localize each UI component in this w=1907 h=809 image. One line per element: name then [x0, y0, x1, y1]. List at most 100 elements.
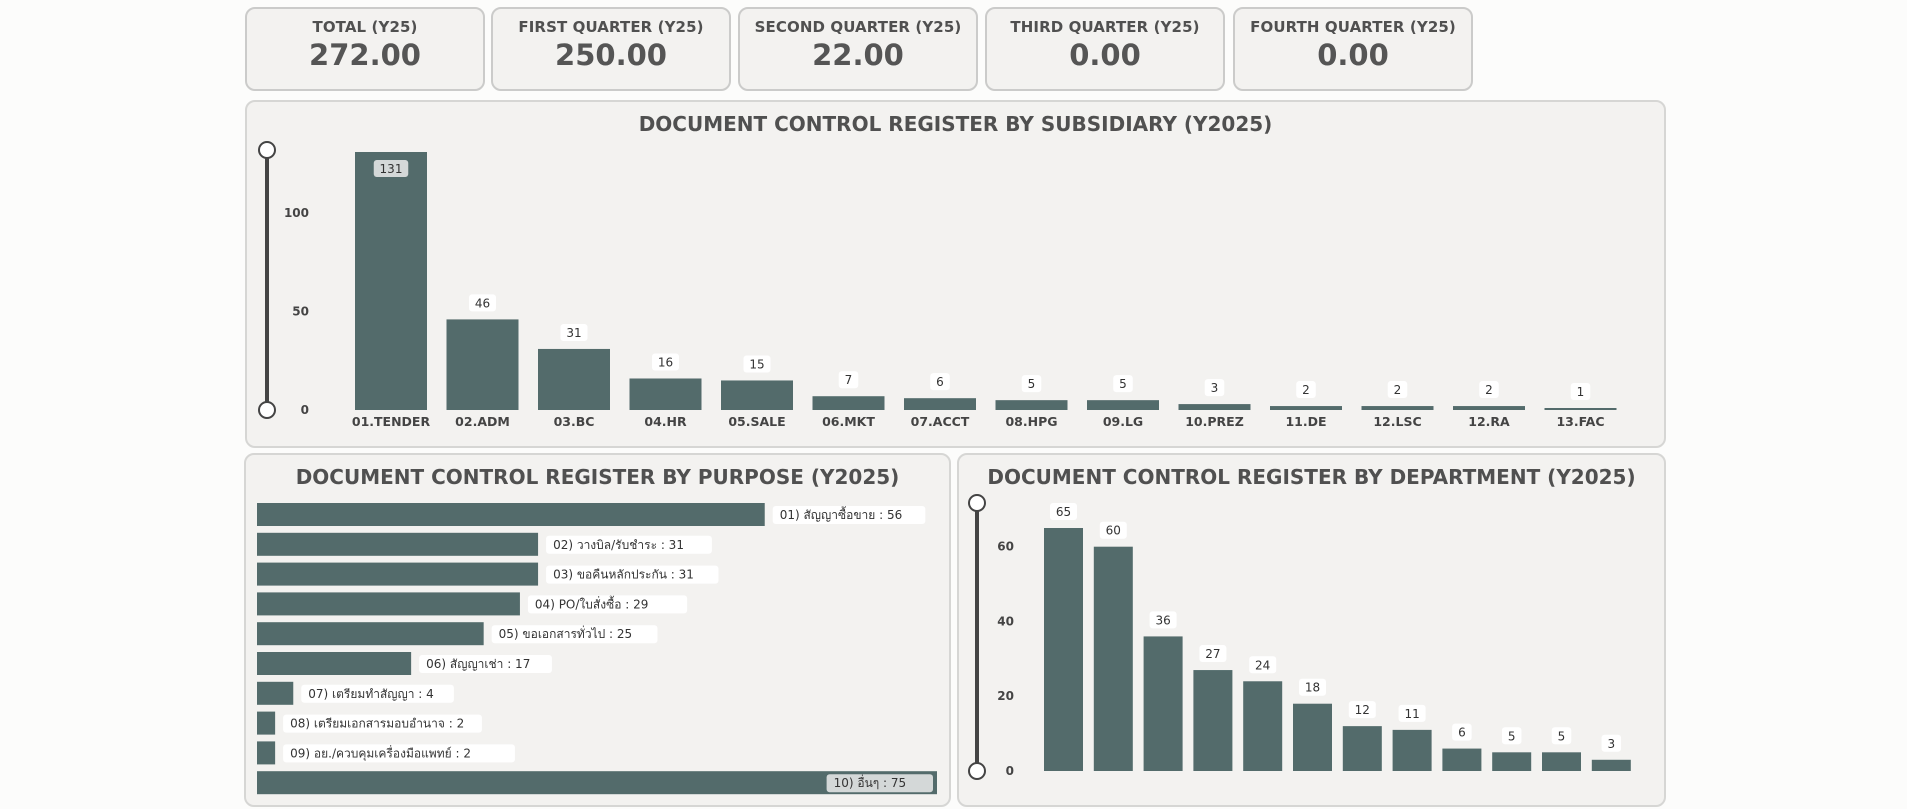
data-label: 5	[1028, 377, 1036, 391]
data-label: 02) วางบิล/รับชำระ : 31	[553, 538, 684, 552]
data-label: 60	[1106, 524, 1121, 538]
bar	[1542, 752, 1581, 771]
data-label: 7	[845, 373, 853, 387]
data-label-bg	[1348, 701, 1376, 719]
data-label-bg	[838, 371, 859, 389]
kpi-fourth-quarter: FOURTH QUARTER (Y25) 0.00	[1233, 7, 1473, 91]
data-label: 65	[1056, 505, 1071, 519]
bar	[1243, 681, 1283, 771]
slider-handle-top[interactable]	[258, 141, 276, 159]
data-label: 5	[1558, 729, 1566, 743]
bar	[446, 319, 519, 410]
x-tick-label: 06.MKT	[822, 414, 875, 429]
x-tick-label: 12.RA	[1468, 414, 1510, 429]
bar	[257, 503, 765, 526]
data-label-bg	[743, 355, 771, 373]
data-label-bg	[1296, 381, 1316, 399]
kpi-second-quarter: SECOND QUARTER (Y25) 22.00	[738, 7, 978, 91]
kpi-third-quarter: THIRD QUARTER (Y25) 0.00	[985, 7, 1225, 91]
y-tick-label: 60	[997, 540, 1014, 554]
data-label: 04) PO/ใบสั่งซื้อ : 29	[535, 595, 648, 611]
y-tick-label: 0	[1006, 764, 1014, 778]
x-tick-label: 10.PREZ	[1185, 414, 1244, 429]
slider-handle-top[interactable]	[968, 494, 986, 512]
data-label-bg	[560, 323, 588, 341]
data-label-bg	[1021, 375, 1042, 393]
data-label-bg	[1501, 727, 1522, 745]
data-label: 5	[1508, 729, 1516, 743]
y-tick-label: 20	[997, 689, 1014, 703]
x-tick-label: 08.HPG	[1005, 414, 1057, 429]
bar	[1143, 636, 1183, 771]
data-label: 2	[1485, 383, 1493, 397]
kpi-label: THIRD QUARTER (Y25)	[1010, 18, 1200, 36]
x-tick-label: 03.BC	[554, 414, 595, 429]
data-label-bg	[1149, 611, 1177, 629]
data-label-bg	[1099, 521, 1127, 539]
bar	[1093, 546, 1133, 771]
subsidiary-chart-panel: DOCUMENT CONTROL REGISTER BY SUBSIDIARY …	[245, 100, 1666, 448]
purpose-bar-chart: 01) สัญญาซื้อขาย : 56 02) วางบิล/รับชำระ …	[257, 503, 937, 795]
data-label: 09) อย./ควบคุมเครื่องมือแพทย์ : 2	[290, 744, 471, 761]
data-label-bg	[1452, 723, 1472, 741]
x-tick-label: 07.ACCT	[911, 414, 970, 429]
bar	[1293, 703, 1332, 771]
data-label-bg	[1050, 503, 1077, 520]
bar	[257, 562, 539, 586]
data-label: 06) สัญญาเช่า : 17	[426, 657, 530, 671]
data-label-bg	[1299, 678, 1326, 696]
data-label-bg	[1601, 734, 1622, 752]
data-label-bg	[301, 684, 454, 703]
data-label: 6	[936, 375, 944, 389]
bar	[257, 711, 276, 735]
bar	[538, 348, 610, 410]
data-label: 3	[1607, 737, 1615, 751]
x-tick-label: 04.HR	[644, 414, 687, 429]
data-label-bg	[419, 655, 552, 673]
data-label: 12	[1355, 703, 1370, 717]
data-label-bg	[826, 774, 933, 793]
data-label-bg	[1398, 704, 1426, 722]
data-label: 131	[380, 162, 403, 176]
data-label-bg	[1113, 375, 1133, 393]
purpose-chart-panel: DOCUMENT CONTROL REGISTER BY PURPOSE (Y2…	[244, 453, 951, 807]
data-label: 08) เตรียมเอกสารมอบอำนาจ : 2	[290, 717, 464, 731]
x-tick-label: 11.DE	[1285, 414, 1326, 429]
bar	[1442, 748, 1482, 771]
data-label: 10) อื่นๆ : 75	[834, 774, 907, 790]
bar	[257, 652, 412, 675]
slider-handle-bottom[interactable]	[968, 762, 986, 780]
bar	[1361, 406, 1434, 410]
data-label: 27	[1205, 647, 1220, 661]
bar	[629, 378, 702, 410]
chart-title: DOCUMENT CONTROL REGISTER BY DEPARTMENT …	[987, 465, 1636, 489]
data-label-bg	[1387, 381, 1408, 399]
bar	[812, 396, 885, 410]
data-label-bg	[373, 160, 409, 177]
data-label: 03) ขอคืนหลักประกัน : 31	[553, 568, 694, 582]
kpi-value: 22.00	[812, 38, 904, 72]
y-tick-label: 100	[284, 206, 309, 220]
kpi-value: 250.00	[555, 38, 667, 72]
slider-handle-bottom[interactable]	[258, 401, 276, 419]
bar	[1453, 406, 1525, 410]
data-label-bg	[527, 595, 688, 614]
data-label-bg	[1199, 645, 1227, 663]
x-tick-label: 09.LG	[1103, 414, 1143, 429]
data-label-bg	[469, 294, 496, 312]
y-tick-label: 50	[292, 305, 309, 319]
x-tick-label: 05.SALE	[728, 414, 785, 429]
bar	[904, 398, 976, 410]
bar	[1544, 408, 1617, 410]
x-tick-label: 12.LSC	[1373, 414, 1421, 429]
bar	[257, 622, 484, 646]
kpi-label: TOTAL (Y25)	[312, 18, 418, 36]
data-label: 18	[1305, 681, 1320, 695]
data-label: 6	[1458, 726, 1466, 740]
bar	[1392, 729, 1432, 771]
data-label: 01) สัญญาซื้อขาย : 56	[780, 506, 903, 522]
x-tick-label: 01.TENDER	[352, 414, 431, 429]
kpi-value: 272.00	[309, 38, 421, 72]
data-label: 11	[1404, 707, 1419, 721]
data-label-bg	[546, 565, 719, 584]
